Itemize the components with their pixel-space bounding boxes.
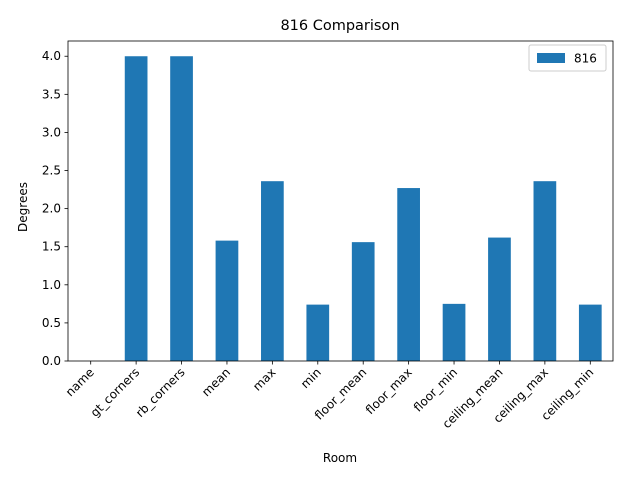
y-tick-label: 0.5 <box>42 316 61 330</box>
y-tick-label: 1.0 <box>42 278 61 292</box>
legend-box <box>528 44 607 72</box>
y-tick-label: 0.0 <box>42 354 61 368</box>
y-tick-label: 4.0 <box>42 49 61 63</box>
bar-max <box>261 181 284 361</box>
bar-mean <box>215 240 239 361</box>
bar-ceiling_min <box>578 304 602 361</box>
legend-swatch <box>537 53 565 63</box>
bar-floor_mean <box>351 242 375 361</box>
bar-gt_corners <box>124 56 148 362</box>
y-tick-label: 3.0 <box>42 125 61 139</box>
bar-rb_corners <box>170 56 193 362</box>
legend: 816 <box>528 44 607 72</box>
x-tick-label: mean <box>199 365 233 399</box>
y-tick-label: 1.5 <box>42 240 61 254</box>
bar-floor_max <box>397 188 420 361</box>
y-tick-label: 2.0 <box>42 202 61 216</box>
bar-min <box>306 304 330 361</box>
y-tick-label: 2.5 <box>42 164 61 178</box>
y-tick-label: 3.5 <box>42 87 61 101</box>
bar-floor_min <box>442 303 466 361</box>
y-axis: 0.0 0.5 1.0 1.5 2.0 2.5 3.0 3.5 4.0 <box>42 49 68 368</box>
x-axis-label: Room <box>323 451 357 465</box>
x-tick-label: floor_max <box>363 365 415 417</box>
bar-ceiling_mean <box>488 237 511 361</box>
legend-label: 816 <box>574 52 597 66</box>
x-tick-label: max <box>250 365 278 393</box>
plot-area <box>67 40 614 362</box>
y-axis-label: Degrees <box>16 182 30 232</box>
x-tick-label: name <box>63 365 97 399</box>
plot-frame <box>67 40 614 362</box>
x-tick-label: min <box>298 365 324 391</box>
x-tick-label: rb_corners <box>133 365 188 420</box>
chart-title: 816 Comparison <box>280 18 399 34</box>
bar-ceiling_max <box>533 181 557 361</box>
